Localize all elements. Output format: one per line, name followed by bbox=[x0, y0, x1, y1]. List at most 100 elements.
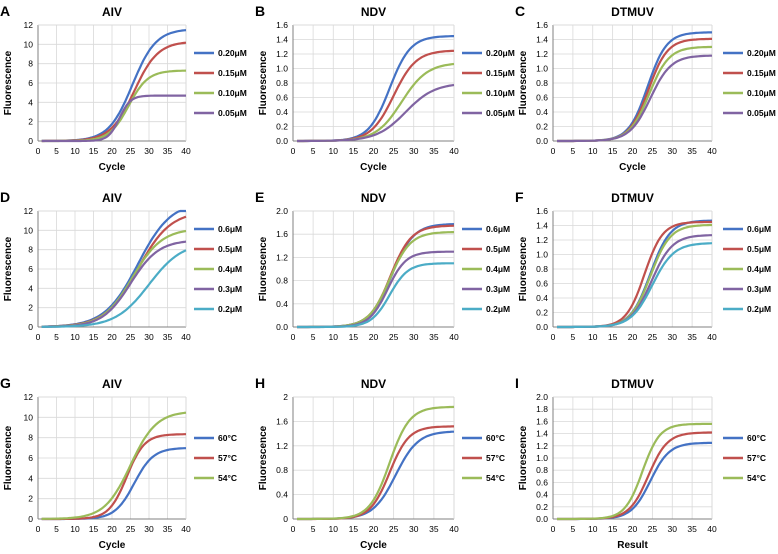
legend: 0.6μM 0.5μM 0.4μM 0.3μM 0.2μM bbox=[462, 224, 510, 314]
y-tick-label: 4 bbox=[28, 97, 33, 107]
x-tick-label: 30 bbox=[409, 146, 419, 156]
x-tick-label: 20 bbox=[369, 332, 379, 342]
legend-label: 57°C bbox=[486, 453, 505, 463]
x-tick-label: 40 bbox=[707, 332, 717, 342]
y-tick-label: 1.2 bbox=[276, 252, 288, 262]
x-tick-label: 0 bbox=[36, 332, 41, 342]
x-tick-label: 15 bbox=[608, 146, 618, 156]
legend: 0.6μM 0.5μM 0.4μM 0.3μM 0.2μM bbox=[723, 224, 771, 314]
chart-title: NDV bbox=[361, 377, 386, 391]
legend-label: 0.2μM bbox=[486, 304, 510, 314]
legend-label: 0.15μM bbox=[486, 68, 515, 78]
x-tick-label: 20 bbox=[369, 146, 379, 156]
y-tick-label: 0 bbox=[28, 322, 33, 332]
y-tick-label: 1.4 bbox=[536, 35, 548, 45]
x-tick-label: 35 bbox=[687, 332, 697, 342]
series-line-54C bbox=[41, 411, 187, 521]
x-tick-label: 25 bbox=[389, 146, 399, 156]
panel-letter: H bbox=[255, 375, 265, 391]
x-tick-label: 15 bbox=[89, 524, 99, 534]
x-tick-label: 5 bbox=[571, 524, 576, 534]
x-tick-label: 25 bbox=[126, 146, 136, 156]
x-tick-label: 30 bbox=[668, 332, 678, 342]
y-tick-label: 2 bbox=[28, 494, 33, 504]
y-tick-label: 0 bbox=[283, 514, 288, 524]
x-tick-label: 20 bbox=[107, 524, 117, 534]
legend-label: 0.05μM bbox=[747, 108, 776, 118]
x-tick-label: 40 bbox=[449, 524, 459, 534]
legend-label: 0.20μM bbox=[486, 48, 515, 58]
x-tick-label: 10 bbox=[329, 332, 339, 342]
chart-panel-f: F DTMUV 0.0 0.2 0.4 0.6 0.8 1.0 1.2 1.4 1.6 0 5 10 15 2… bbox=[515, 189, 771, 342]
x-tick-label: 35 bbox=[163, 524, 173, 534]
legend-label: 0.5μM bbox=[486, 244, 510, 254]
chart-title: DTMUV bbox=[611, 377, 654, 391]
y-tick-label: 1.4 bbox=[276, 35, 288, 45]
legend-label: 0.3μM bbox=[218, 284, 242, 294]
x-tick-label: 25 bbox=[648, 524, 658, 534]
y-tick-label: 0.8 bbox=[536, 465, 548, 475]
x-tick-label: 25 bbox=[648, 332, 658, 342]
x-tick-label: 15 bbox=[608, 332, 618, 342]
x-tick-label: 30 bbox=[409, 524, 419, 534]
x-tick-label: 20 bbox=[107, 146, 117, 156]
series-line-02M bbox=[41, 249, 187, 328]
y-tick-label: 1.6 bbox=[276, 229, 288, 239]
chart-panel-c: C DTMUV 0.0 0.2 0.4 0.6 0.8 1.0 1.2 1.4 1.6 0 5 10 15 2… bbox=[515, 3, 776, 173]
y-tick-label: 0.8 bbox=[276, 465, 288, 475]
y-tick-label: 1.6 bbox=[536, 416, 548, 426]
legend: 60°C 57°C 54°C bbox=[462, 433, 505, 483]
chart-title: NDV bbox=[361, 191, 386, 205]
y-tick-label: 0.4 bbox=[276, 490, 288, 500]
y-tick-label: 1.2 bbox=[536, 441, 548, 451]
x-axis-label: Cycle bbox=[360, 162, 387, 173]
y-tick-label: 1.6 bbox=[276, 20, 288, 30]
legend-label: 60°C bbox=[747, 433, 766, 443]
series-line-60C bbox=[41, 447, 186, 521]
legend-label: 0.10μM bbox=[486, 88, 515, 98]
y-tick-label: 1.0 bbox=[536, 250, 548, 260]
x-tick-label: 25 bbox=[389, 524, 399, 534]
y-tick-label: 1.6 bbox=[276, 416, 288, 426]
x-tick-label: 10 bbox=[70, 524, 80, 534]
y-tick-label: 0.0 bbox=[536, 514, 548, 524]
y-tick-label: 0.6 bbox=[536, 93, 548, 103]
series-line-03M bbox=[41, 240, 187, 328]
y-tick-label: 0.8 bbox=[536, 264, 548, 274]
x-tick-label: 25 bbox=[389, 332, 399, 342]
x-tick-label: 10 bbox=[70, 146, 80, 156]
chart-panel-i: I DTMUV 0.0 0.2 0.4 0.6 0.8 1.0 1.2 1.4 1.6 1.8 2.0 0… bbox=[515, 375, 766, 551]
y-tick-label: 1.0 bbox=[276, 64, 288, 74]
legend-label: 54°C bbox=[218, 473, 237, 483]
series-line-015M bbox=[41, 41, 187, 143]
x-tick-label: 40 bbox=[449, 332, 459, 342]
legend-label: 57°C bbox=[747, 453, 766, 463]
x-tick-label: 15 bbox=[89, 146, 99, 156]
legend-label: 0.2μM bbox=[747, 304, 771, 314]
y-tick-label: 4 bbox=[28, 283, 33, 293]
x-tick-label: 10 bbox=[588, 524, 598, 534]
x-axis-label: Cycle bbox=[99, 540, 126, 551]
x-axis-label: Cycle bbox=[99, 162, 126, 173]
y-axis-label: Fluorescence bbox=[258, 50, 269, 115]
series-line-60C bbox=[297, 430, 454, 521]
legend-label: 0.20μM bbox=[218, 48, 247, 58]
chart-panel-g: G AIV 0 2 4 6 8 10 12 0 5 10 15 20 25 30 35 40 Cycle Fluore… bbox=[0, 375, 237, 551]
x-tick-label: 35 bbox=[163, 146, 173, 156]
x-tick-label: 35 bbox=[429, 146, 439, 156]
y-tick-label: 0.4 bbox=[536, 293, 548, 303]
y-tick-label: 0.0 bbox=[276, 136, 288, 146]
x-tick-label: 15 bbox=[349, 332, 359, 342]
y-tick-label: 1.2 bbox=[276, 49, 288, 59]
y-tick-label: 0.4 bbox=[276, 107, 288, 117]
x-tick-label: 35 bbox=[429, 524, 439, 534]
legend-label: 54°C bbox=[747, 473, 766, 483]
legend-label: 60°C bbox=[218, 433, 237, 443]
x-tick-label: 0 bbox=[551, 524, 556, 534]
y-tick-label: 1.4 bbox=[536, 221, 548, 231]
y-axis-label: Fluorescence bbox=[258, 425, 269, 490]
x-tick-label: 10 bbox=[70, 332, 80, 342]
y-tick-label: 2.0 bbox=[536, 392, 548, 402]
series-line-005M bbox=[297, 83, 455, 143]
